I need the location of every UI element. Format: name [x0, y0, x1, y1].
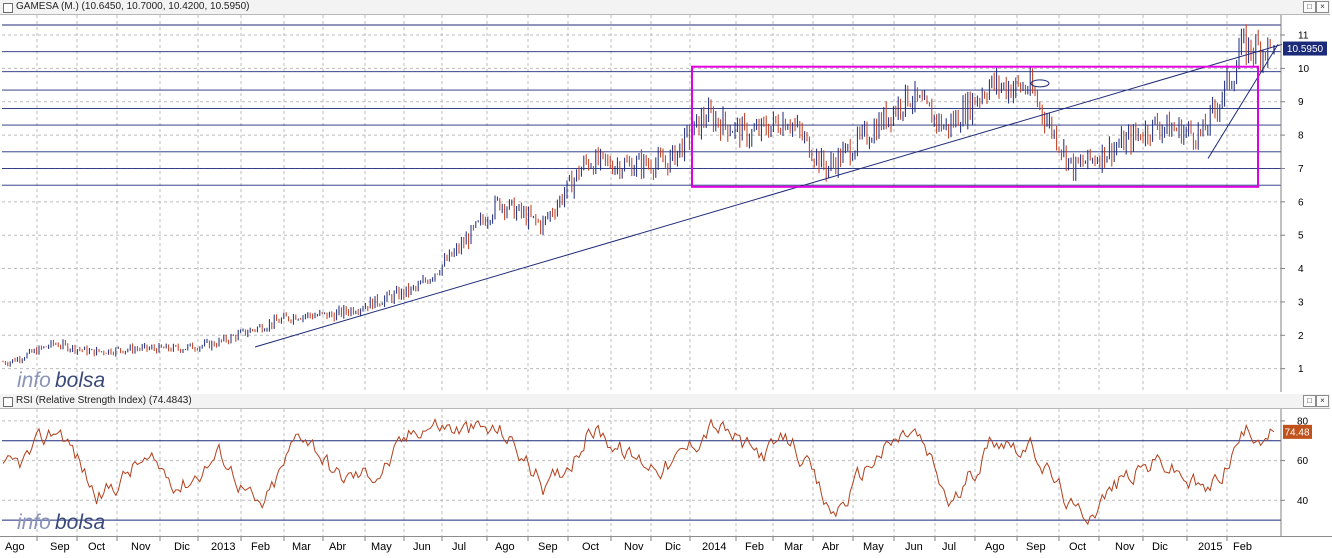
watermark-logo: info — [17, 511, 51, 534]
x-tick-label: Ago — [495, 541, 515, 553]
y-tick-label: 9 — [1298, 97, 1304, 108]
y-tick-label: 4 — [1298, 264, 1304, 275]
x-tick-label: Nov — [1115, 541, 1135, 553]
last-price-tag — [1283, 41, 1327, 56]
price-chart: 1 2 3 4 5 6 7 8 9 10 11 10.5950 info bolsa — [2, 15, 1327, 392]
y-tick-label: 11 — [1298, 31, 1309, 42]
ellipse-annotation — [1030, 79, 1050, 88]
close-button[interactable]: × — [1316, 395, 1329, 407]
price-pane-header: GAMESA (M.) (10.6450, 10.7000, 10.4200, … — [0, 0, 1330, 15]
y-tick-label: 8 — [1298, 131, 1304, 142]
x-tick-label: Jul — [942, 541, 956, 553]
x-tick-label: Ago — [5, 541, 25, 553]
y-tick-label: 10 — [1298, 64, 1310, 75]
x-tick-label: Jun — [905, 541, 923, 553]
short-trendline — [1207, 44, 1279, 159]
last-price-label: 10.5950 — [1287, 44, 1324, 55]
x-tick-label: Jul — [452, 541, 466, 553]
watermark-logo: bolsa — [55, 511, 105, 534]
y-tick-label: 1 — [1298, 364, 1304, 375]
range-box — [691, 65, 1259, 188]
x-tick-label: Nov — [624, 541, 644, 553]
y-tick-label: 2 — [1298, 331, 1304, 342]
x-tick-label: Abr — [329, 541, 346, 553]
y-tick-label: 80 — [1297, 416, 1309, 427]
watermark-logo: bolsa — [55, 369, 105, 392]
x-tick-label: Oct — [582, 541, 599, 553]
rsi-pane-header: RSI (Relative Strength Index) (74.4843) … — [0, 394, 1330, 409]
y-tick-label: 6 — [1298, 197, 1304, 208]
pane-icon — [3, 3, 13, 13]
x-tick-label: May — [863, 541, 884, 553]
x-tick-label: Dic — [665, 541, 681, 553]
x-tick-label: Feb — [745, 541, 764, 553]
rsi-plot-area — [2, 409, 1281, 536]
plot-area — [2, 15, 1281, 392]
x-tick-label: Sep — [50, 541, 70, 553]
watermark-logo: info — [17, 369, 51, 392]
pane-icon — [3, 397, 13, 407]
x-tick-label: 2015 — [1198, 541, 1222, 553]
restore-button[interactable]: □ — [1303, 395, 1316, 407]
x-axis-labels: Ago Sep Oct Nov Dic 2013 Feb Mar Abr May Jun Jul Ago… — [5, 537, 1252, 553]
x-tick-label: Mar — [292, 541, 311, 553]
y-tick-label: 60 — [1297, 456, 1309, 467]
x-tick-label: May — [371, 541, 392, 553]
y-tick-label: 3 — [1298, 297, 1304, 308]
x-tick-label: 2014 — [702, 541, 726, 553]
x-tick-label: Feb — [1233, 541, 1252, 553]
x-tick-label: Dic — [1152, 541, 1168, 553]
x-tick-label: Jun — [413, 541, 431, 553]
price-pane-title: GAMESA (M.) (10.6450, 10.7000, 10.4200, … — [16, 1, 250, 12]
y-tick-label: 40 — [1297, 496, 1309, 507]
rsi-pane: RSI (Relative Strength Index) (74.4843) … — [0, 394, 1332, 536]
close-button[interactable]: × — [1316, 1, 1329, 13]
x-tick-label: Sep — [538, 541, 558, 553]
x-axis: Ago Sep Oct Nov Dic 2013 Feb Mar Abr May Jun Jul Ago… — [0, 536, 1332, 555]
price-pane: GAMESA (M.) (10.6450, 10.7000, 10.4200, … — [0, 0, 1332, 392]
last-rsi-label: 74.48 — [1284, 427, 1309, 438]
x-tick-label: Sep — [1026, 541, 1046, 553]
x-tick-label: Abr — [822, 541, 839, 553]
restore-button[interactable]: □ — [1303, 1, 1316, 13]
x-tick-label: Mar — [784, 541, 803, 553]
x-tick-label: 2013 — [211, 541, 235, 553]
x-tick-label: Dic — [174, 541, 190, 553]
y-tick-label: 5 — [1298, 231, 1304, 242]
x-tick-label: Ago — [985, 541, 1005, 553]
rsi-pane-title: RSI (Relative Strength Index) (74.4843) — [16, 395, 192, 406]
long-trendline — [254, 43, 1283, 348]
x-tick-label: Oct — [88, 541, 105, 553]
y-tick-label: 7 — [1298, 164, 1304, 175]
last-rsi-tag — [1283, 424, 1312, 439]
rsi-line — [2, 417, 1275, 526]
x-tick-label: Nov — [131, 541, 151, 553]
x-tick-label: Feb — [251, 541, 270, 553]
ohlc-bars — [2, 24, 1275, 367]
x-tick-label: Oct — [1069, 541, 1086, 553]
